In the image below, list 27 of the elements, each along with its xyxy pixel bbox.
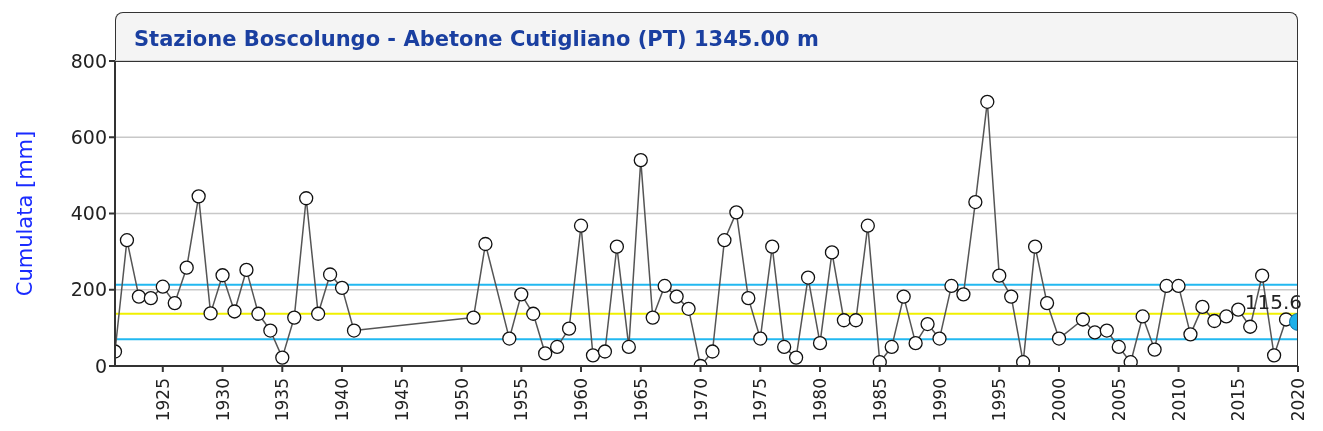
x-tick-label: 1940	[332, 378, 353, 422]
y-tick-label: 800	[70, 49, 107, 72]
x-tick-label: 1980	[810, 378, 831, 422]
x-tick-label: 1930	[212, 378, 233, 422]
x-tick-label: 1945	[391, 378, 412, 422]
x-tick-label: 1960	[571, 378, 592, 422]
x-tick-label: 1975	[750, 378, 771, 422]
chart-title: Stazione Boscolungo - Abetone Cutigliano (PT) 1345.00 m	[115, 12, 1298, 61]
x-tick-label: 1965	[630, 378, 651, 422]
x-tick-label: 1955	[511, 378, 532, 422]
x-tick-label: 1995	[989, 378, 1010, 422]
y-axis-title: Cumulata [mm]	[13, 130, 38, 297]
y-tick-label: 400	[70, 202, 107, 225]
x-tick-label: 1970	[690, 378, 711, 422]
y-tick-label: 200	[70, 278, 107, 301]
x-tick-label: 2015	[1228, 378, 1249, 422]
x-tick-label: 1925	[152, 378, 173, 422]
y-tick-label: 0	[94, 354, 107, 377]
x-tick-label: 1950	[451, 378, 472, 422]
y-tick-label: 600	[70, 125, 107, 148]
x-tick-label: 1990	[929, 378, 950, 422]
x-tick-label: 2005	[1108, 378, 1129, 422]
x-tick-label: 2000	[1049, 378, 1070, 422]
x-tick-label: 1935	[272, 378, 293, 422]
x-tick-label: 1985	[869, 378, 890, 422]
x-tick-label: 2010	[1168, 378, 1189, 422]
x-tick-label: 2020	[1288, 378, 1308, 422]
